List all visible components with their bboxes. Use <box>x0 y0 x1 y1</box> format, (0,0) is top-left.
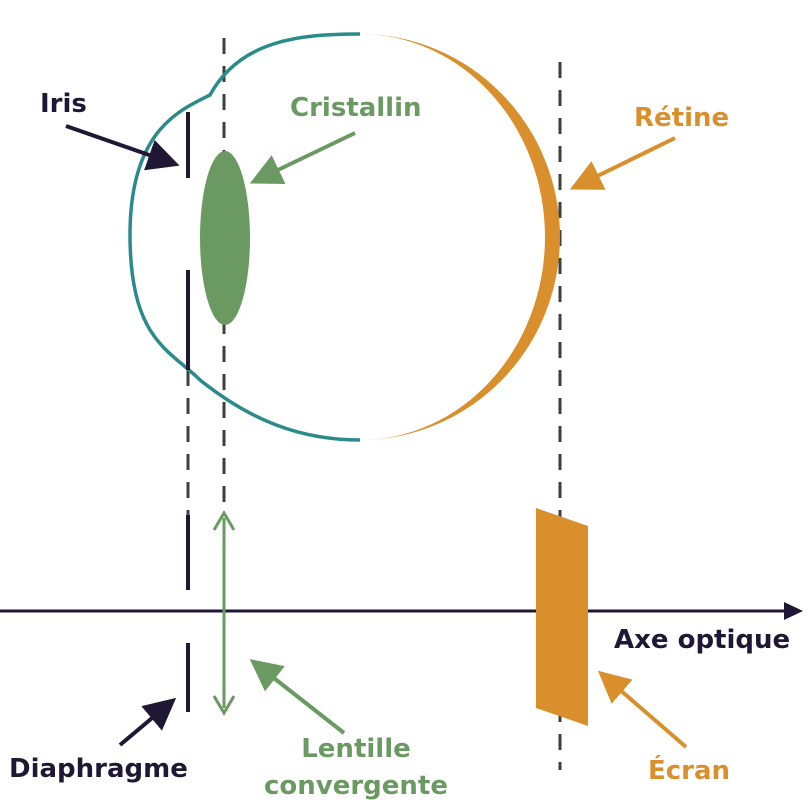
converging-lens-arrowhead-bottom <box>212 695 236 716</box>
label-cristallin: Cristallin <box>290 93 422 123</box>
iris-pointer-arrow <box>65 124 180 171</box>
label-iris: Iris <box>40 89 87 119</box>
label-ecran: Écran <box>648 754 730 786</box>
label-axe-optique: Axe optique <box>614 625 790 655</box>
converging-lens-arrowhead-top <box>212 510 236 531</box>
label-diaphragme: Diaphragme <box>9 754 188 784</box>
diaphragme-pointer-arrow <box>118 697 177 747</box>
ecran-pointer-arrow <box>597 670 688 749</box>
eye-outline <box>128 32 361 442</box>
cristallin-pointer-arrow <box>249 131 356 185</box>
lentille-pointer-arrow <box>249 659 346 735</box>
crystalline-lens <box>200 151 250 325</box>
label-lentille-line1: Lentille <box>301 734 411 764</box>
retine-pointer-arrow <box>569 136 676 190</box>
label-retine: Rétine <box>634 103 729 133</box>
label-lentille-line2: convergente <box>264 771 448 801</box>
optical-axis-arrowhead <box>784 602 803 620</box>
screen <box>536 508 588 726</box>
